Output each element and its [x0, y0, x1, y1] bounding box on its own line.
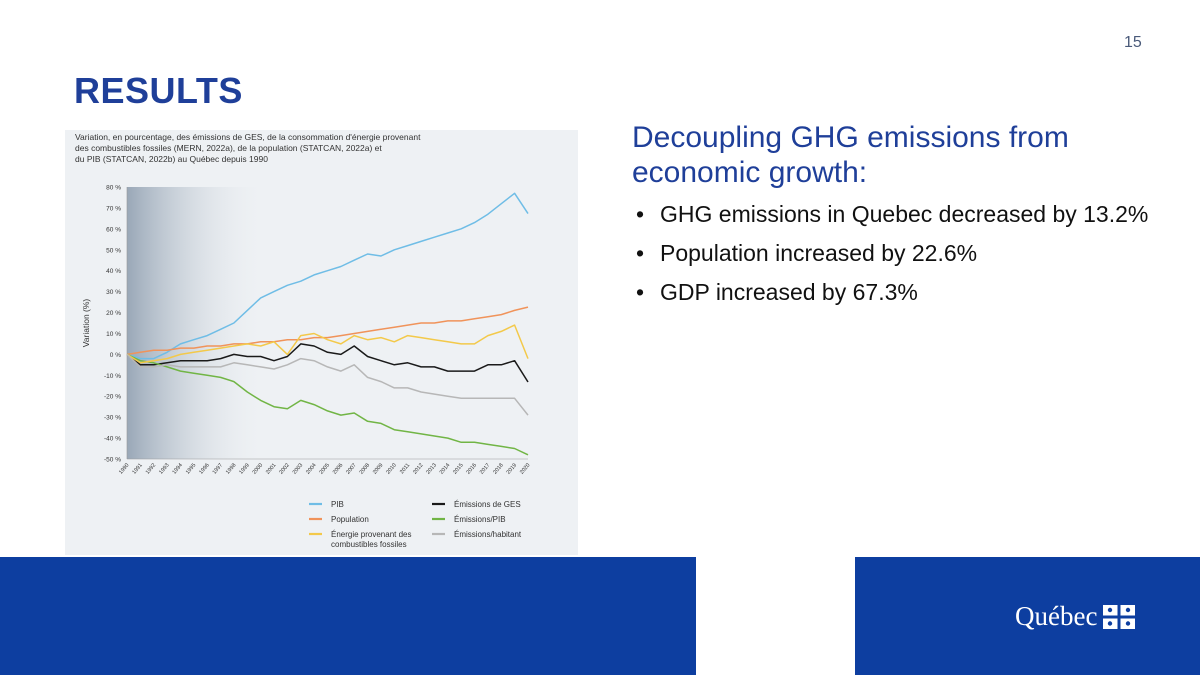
legend-label: Émissions de GES [454, 500, 521, 509]
footer-band-left [0, 557, 696, 675]
series-line [126, 353, 529, 456]
chart-title-line: des combustibles fossiles (MERN, 2022a),… [75, 143, 382, 153]
x-tick-label: 2018 [492, 462, 504, 475]
series-line [126, 353, 529, 416]
y-tick-label: 60 % [106, 226, 121, 233]
y-tick-label: -50 % [104, 457, 121, 464]
x-tick-label: 2005 [319, 462, 331, 475]
y-tick-label: -10 % [104, 373, 121, 380]
x-tick-label: 1995 [185, 462, 197, 475]
bullet-dot: • [636, 279, 645, 305]
bullet-text: GDP increased by 67.3% [660, 279, 918, 305]
x-tick-label: 1990 [118, 462, 130, 475]
x-tick-label: 2011 [399, 462, 411, 475]
x-tick-label: 2001 [265, 462, 277, 475]
series-line [126, 343, 529, 383]
y-axis-label: Variation (%) [81, 299, 91, 348]
y-tick-label: -20 % [104, 394, 121, 401]
y-tick-label: -40 % [104, 436, 121, 443]
x-tick-label: 1999 [238, 462, 250, 475]
series-line [126, 192, 529, 360]
x-tick-label: 2008 [359, 462, 371, 475]
x-tick-label: 2017 [479, 462, 491, 475]
bullet-dot: • [636, 240, 645, 266]
x-tick-label: 1996 [198, 462, 210, 475]
line-chart: 80 % 70 % 60 % 50 % 40 % 30 % 20 % 10 % 0 % -10 %… [81, 185, 532, 550]
chart-title-line: Variation, en pourcentage, des émissions… [75, 132, 421, 142]
x-tick-label: 2013 [425, 462, 437, 475]
x-tick-label: 2002 [278, 462, 290, 475]
logo-wordmark: Québec [1015, 601, 1098, 631]
x-tick-label: 2009 [372, 462, 384, 475]
x-tick-label: 2007 [345, 462, 357, 475]
x-tick-label: 1992 [145, 462, 157, 475]
x-tick-label: 1997 [212, 462, 224, 475]
x-tick-label: 2019 [506, 462, 518, 475]
series-line [126, 306, 529, 356]
y-tick-label: 40 % [106, 268, 121, 275]
bullet-dot: • [636, 201, 645, 227]
bullet-text: GHG emissions in Quebec decreased by 13.… [660, 201, 1149, 227]
x-tick-label: 2004 [305, 462, 317, 475]
legend-label: Émissions/habitant [454, 530, 522, 539]
x-tick-label: 1998 [225, 462, 237, 475]
y-tick-label: 10 % [106, 331, 121, 338]
chart-panel: Variation, en pourcentage, des émissions… [65, 130, 578, 555]
legend-label: Population [331, 515, 369, 524]
x-tick-label: 1994 [172, 462, 184, 475]
x-tick-label: 2010 [385, 462, 397, 475]
x-tick-label: 2020 [519, 462, 531, 475]
x-tick-label: 2012 [412, 462, 424, 475]
x-tick-label: 2003 [292, 462, 304, 475]
quebec-logo: Québec [1015, 601, 1136, 632]
chart-title: Variation, en pourcentage, des émissions… [75, 132, 515, 165]
y-tick-label: 50 % [106, 247, 121, 254]
section-subtitle: Decoupling GHG emissions from economic g… [632, 121, 1069, 189]
x-tick-label: 2015 [452, 462, 464, 475]
bullet-text: Population increased by 22.6% [660, 240, 978, 266]
chart-title-line: du PIB (STATCAN, 2022b) au Québec depuis… [75, 154, 268, 164]
y-tick-label: 30 % [106, 289, 121, 296]
legend-label: combustibles fossiles [331, 540, 407, 549]
legend-label: Énergie provenant des [331, 530, 412, 539]
legend-label: Émissions/PIB [454, 515, 506, 524]
bullet-item: • GHG emissions in Quebec decreased by 13… [632, 200, 1150, 228]
footer-band-right: Québec [855, 557, 1200, 675]
x-tick-label: 1991 [131, 462, 143, 475]
x-tick-label: 2000 [252, 462, 264, 475]
legend-label: PIB [331, 500, 344, 509]
bullet-item: • GDP increased by 67.3% [632, 278, 1150, 306]
y-tick-label: -30 % [104, 415, 121, 422]
y-tick-label: 20 % [106, 310, 121, 317]
y-tick-label: 80 % [106, 185, 121, 192]
x-tick-label: 2006 [332, 462, 344, 475]
bullet-item: • Population increased by 22.6% [632, 239, 1150, 267]
y-tick-label: 0 % [110, 352, 121, 359]
bullet-list: • GHG emissions in Quebec decreased by 13… [632, 200, 1150, 317]
x-tick-label: 2016 [466, 462, 478, 475]
series-line [126, 324, 529, 364]
slide-title: RESULTS [74, 70, 243, 111]
x-tick-label: 1993 [158, 462, 170, 475]
slide-number: 15 [1124, 34, 1142, 51]
fleur-de-lis-flag-icon [1103, 604, 1136, 629]
plot-shade [127, 187, 267, 459]
y-tick-label: 70 % [106, 205, 121, 212]
x-tick-label: 2014 [439, 462, 451, 475]
